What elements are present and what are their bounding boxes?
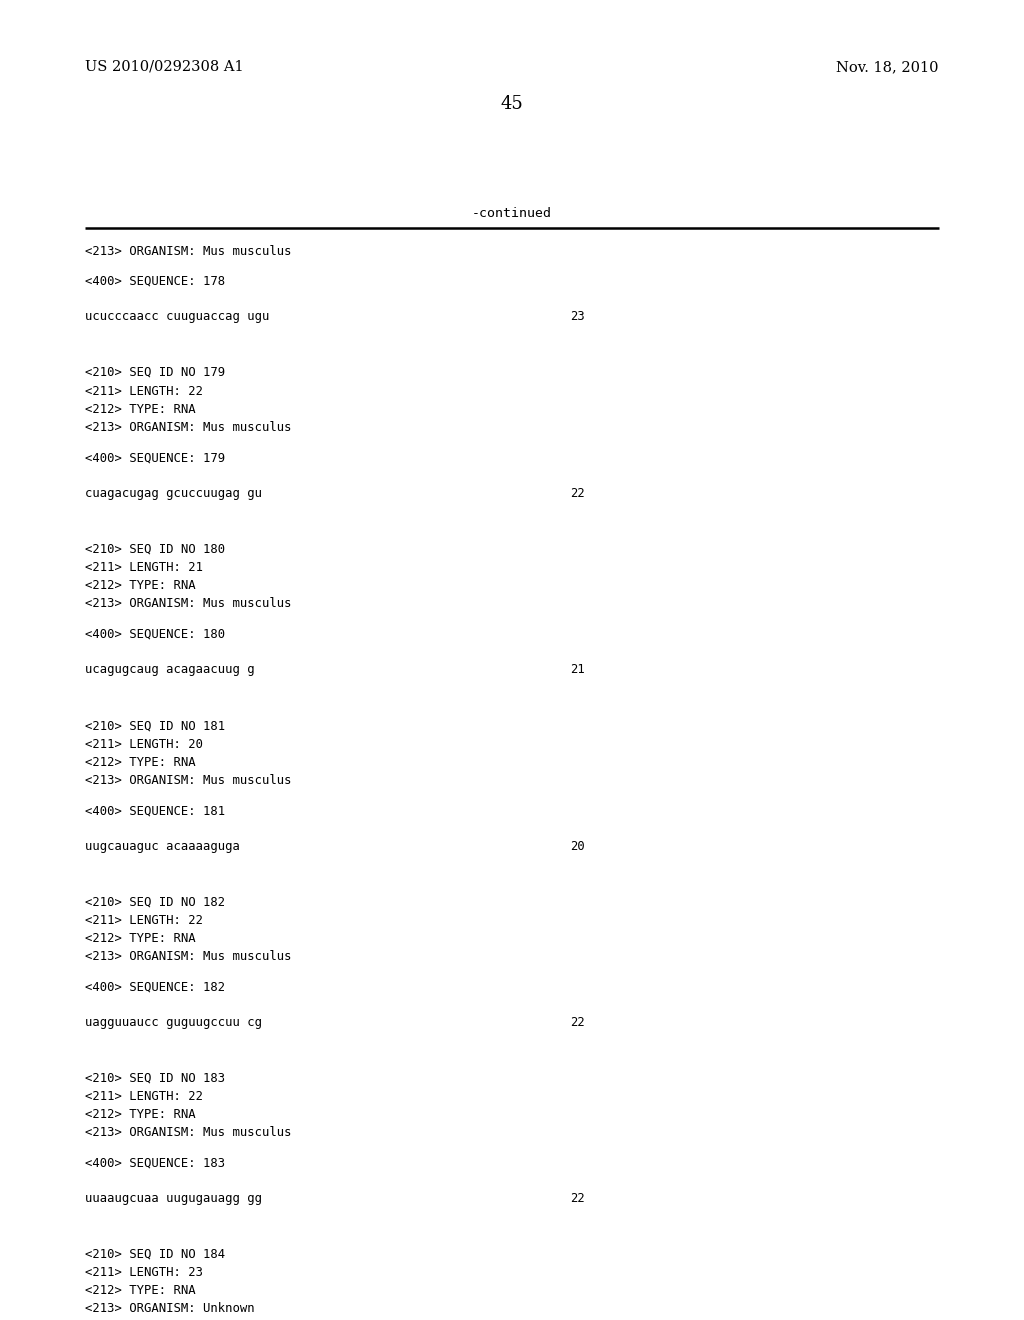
Text: <211> LENGTH: 22: <211> LENGTH: 22: [85, 913, 203, 927]
Text: <213> ORGANISM: Mus musculus: <213> ORGANISM: Mus musculus: [85, 1126, 292, 1139]
Text: <213> ORGANISM: Mus musculus: <213> ORGANISM: Mus musculus: [85, 246, 292, 257]
Text: <210> SEQ ID NO 183: <210> SEQ ID NO 183: [85, 1072, 225, 1085]
Text: <212> TYPE: RNA: <212> TYPE: RNA: [85, 403, 196, 416]
Text: <210> SEQ ID NO 179: <210> SEQ ID NO 179: [85, 366, 225, 379]
Text: 21: 21: [570, 663, 585, 676]
Text: <213> ORGANISM: Mus musculus: <213> ORGANISM: Mus musculus: [85, 597, 292, 610]
Text: uugcauaguc acaaaaguga: uugcauaguc acaaaaguga: [85, 840, 240, 853]
Text: <212> TYPE: RNA: <212> TYPE: RNA: [85, 1284, 196, 1298]
Text: <211> LENGTH: 22: <211> LENGTH: 22: [85, 1090, 203, 1104]
Text: <400> SEQUENCE: 181: <400> SEQUENCE: 181: [85, 805, 225, 818]
Text: US 2010/0292308 A1: US 2010/0292308 A1: [85, 59, 244, 74]
Text: <211> LENGTH: 22: <211> LENGTH: 22: [85, 385, 203, 399]
Text: ucucccaacc cuuguaccag ugu: ucucccaacc cuuguaccag ugu: [85, 310, 269, 323]
Text: <400> SEQUENCE: 183: <400> SEQUENCE: 183: [85, 1158, 225, 1170]
Text: <211> LENGTH: 21: <211> LENGTH: 21: [85, 561, 203, 574]
Text: 22: 22: [570, 1016, 585, 1030]
Text: <210> SEQ ID NO 184: <210> SEQ ID NO 184: [85, 1247, 225, 1261]
Text: 22: 22: [570, 487, 585, 500]
Text: <400> SEQUENCE: 182: <400> SEQUENCE: 182: [85, 981, 225, 994]
Text: <212> TYPE: RNA: <212> TYPE: RNA: [85, 932, 196, 945]
Text: <213> ORGANISM: Mus musculus: <213> ORGANISM: Mus musculus: [85, 950, 292, 964]
Text: <213> ORGANISM: Mus musculus: <213> ORGANISM: Mus musculus: [85, 774, 292, 787]
Text: cuagacugag gcuccuugag gu: cuagacugag gcuccuugag gu: [85, 487, 262, 500]
Text: <400> SEQUENCE: 180: <400> SEQUENCE: 180: [85, 628, 225, 642]
Text: <400> SEQUENCE: 178: <400> SEQUENCE: 178: [85, 275, 225, 288]
Text: 22: 22: [570, 1192, 585, 1205]
Text: 23: 23: [570, 310, 585, 323]
Text: 20: 20: [570, 840, 585, 853]
Text: <212> TYPE: RNA: <212> TYPE: RNA: [85, 579, 196, 591]
Text: <210> SEQ ID NO 182: <210> SEQ ID NO 182: [85, 896, 225, 909]
Text: <211> LENGTH: 23: <211> LENGTH: 23: [85, 1266, 203, 1279]
Text: -continued: -continued: [472, 207, 552, 220]
Text: uuaaugcuaa uugugauagg gg: uuaaugcuaa uugugauagg gg: [85, 1192, 262, 1205]
Text: uagguuaucc guguugccuu cg: uagguuaucc guguugccuu cg: [85, 1016, 262, 1030]
Text: 45: 45: [501, 95, 523, 114]
Text: <212> TYPE: RNA: <212> TYPE: RNA: [85, 1107, 196, 1121]
Text: <400> SEQUENCE: 179: <400> SEQUENCE: 179: [85, 451, 225, 465]
Text: <213> ORGANISM: Unknown: <213> ORGANISM: Unknown: [85, 1302, 255, 1315]
Text: <210> SEQ ID NO 181: <210> SEQ ID NO 181: [85, 719, 225, 733]
Text: ucagugcaug acagaacuug g: ucagugcaug acagaacuug g: [85, 663, 255, 676]
Text: Nov. 18, 2010: Nov. 18, 2010: [837, 59, 939, 74]
Text: <210> SEQ ID NO 180: <210> SEQ ID NO 180: [85, 543, 225, 556]
Text: <212> TYPE: RNA: <212> TYPE: RNA: [85, 756, 196, 770]
Text: <213> ORGANISM: Mus musculus: <213> ORGANISM: Mus musculus: [85, 421, 292, 434]
Text: <211> LENGTH: 20: <211> LENGTH: 20: [85, 738, 203, 751]
